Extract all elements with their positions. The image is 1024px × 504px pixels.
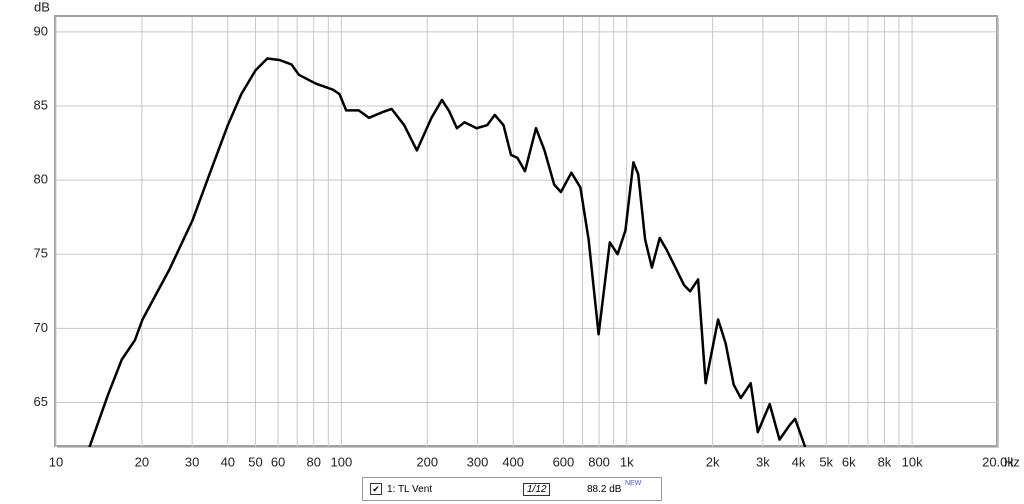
y-tick-label: 70 (34, 320, 48, 335)
x-tick-label: 600 (553, 454, 575, 469)
x-tick-label: 30 (185, 454, 199, 469)
x-tick-label: 5k (819, 454, 833, 469)
y-tick-label: 65 (34, 394, 48, 409)
x-tick-label: 300 (467, 454, 489, 469)
legend-checkbox[interactable]: ✔ (370, 483, 382, 495)
grid (55, 17, 999, 447)
plot-area (54, 15, 998, 447)
x-tick-label: 10k (902, 454, 923, 469)
y-tick-label: 90 (34, 23, 48, 38)
legend-label: 1: TL Vent (387, 484, 433, 495)
level: 88.2 dB (587, 484, 622, 495)
y-tick-label: 75 (34, 246, 48, 261)
x-tick-label: 60 (271, 454, 285, 469)
x-tick-label: 10 (49, 454, 63, 469)
y-axis-title: dB (34, 0, 50, 14)
x-tick-label: 80 (306, 454, 320, 469)
x-tick-label: 4k (792, 454, 806, 469)
badge: NEW (625, 480, 642, 487)
y-tick-label: 80 (34, 172, 48, 187)
x-tick-label: 200 (416, 454, 438, 469)
x-tick-label: 20.0k (982, 454, 1014, 469)
legend: ✔ 1: TL Vent 1/12 88.2 dB NEW (362, 477, 662, 501)
x-tick-label: 6k (842, 454, 856, 469)
x-tick-label: 3k (756, 454, 770, 469)
y-tick-label: 85 (34, 97, 48, 112)
x-tick-label: 100 (331, 454, 353, 469)
x-tick-label: 40 (221, 454, 235, 469)
series-line (88, 57, 807, 447)
x-tick-label: 1k (620, 454, 634, 469)
x-tick-label: 800 (588, 454, 610, 469)
x-tick-label: 400 (502, 454, 524, 469)
smoothing: 1/12 (523, 483, 551, 496)
x-tick-label: 8k (878, 454, 892, 469)
x-axis-title: Hz (1004, 454, 1020, 469)
x-tick-label: 50 (248, 454, 262, 469)
plot (88, 57, 807, 447)
x-tick-label: 2k (706, 454, 720, 469)
x-tick-label: 20 (135, 454, 149, 469)
chart: dB Hz 65 70 75 80 85 90 10 20 30 40 50 60 80 100 200 30… (34, 0, 1020, 469)
